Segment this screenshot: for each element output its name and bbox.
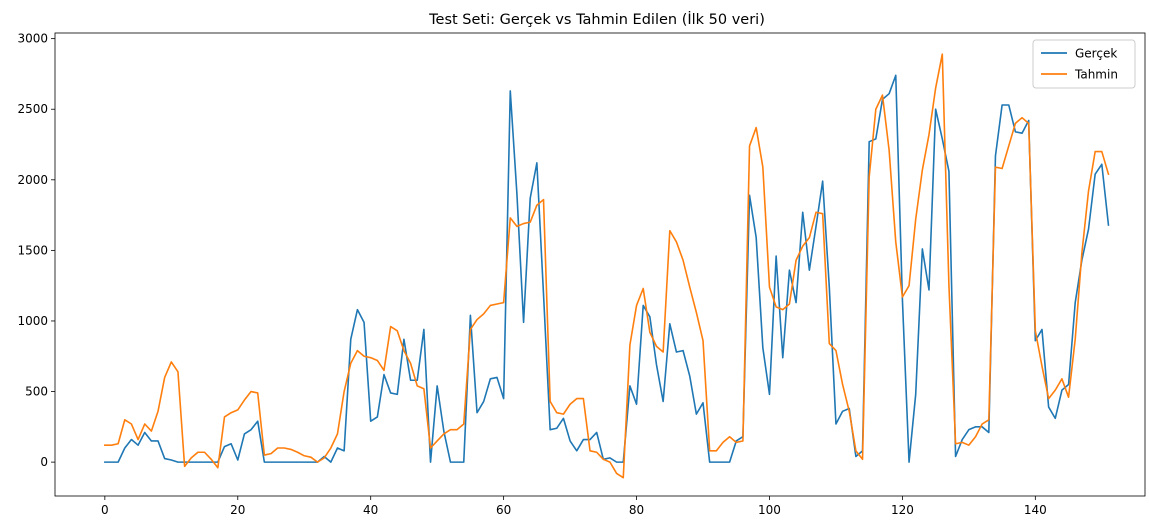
- legend-box: [1032, 39, 1136, 89]
- x-tick-label: 140: [1024, 503, 1047, 517]
- y-tick-label: 2500: [17, 102, 48, 116]
- y-tick-label: 1000: [17, 314, 48, 328]
- y-tick-label: 3000: [17, 32, 48, 46]
- x-tick-label: 40: [363, 503, 378, 517]
- x-tick-label: 100: [758, 503, 781, 517]
- x-tick-label: 60: [496, 503, 511, 517]
- series-layer: [104, 53, 1110, 479]
- plot-frame: [54, 32, 1146, 497]
- y-tick-label: 2000: [17, 173, 48, 187]
- y-tick-label: 500: [25, 385, 48, 399]
- legend-label-0: Gerçek: [1075, 47, 1117, 61]
- y-tick-label: 1500: [17, 243, 48, 257]
- x-tick-label: 0: [101, 503, 109, 517]
- series-line-1: [104, 53, 1110, 479]
- legend-label-1: Tahmin: [1074, 68, 1118, 82]
- legend: Gerçek Tahmin: [1032, 39, 1136, 89]
- axes: 0 20 40 60 80 100 120 140 0 500 1000 1500 2000 2500 30…: [17, 32, 1146, 517]
- x-tick-label: 80: [629, 503, 644, 517]
- x-tick-label: 20: [230, 503, 245, 517]
- y-tick-label: 0: [40, 455, 48, 469]
- x-tick-label: 120: [891, 503, 914, 517]
- chart-title: Test Seti: Gerçek vs Tahmin Edilen (İlk …: [428, 10, 765, 28]
- series-line-0: [104, 74, 1110, 463]
